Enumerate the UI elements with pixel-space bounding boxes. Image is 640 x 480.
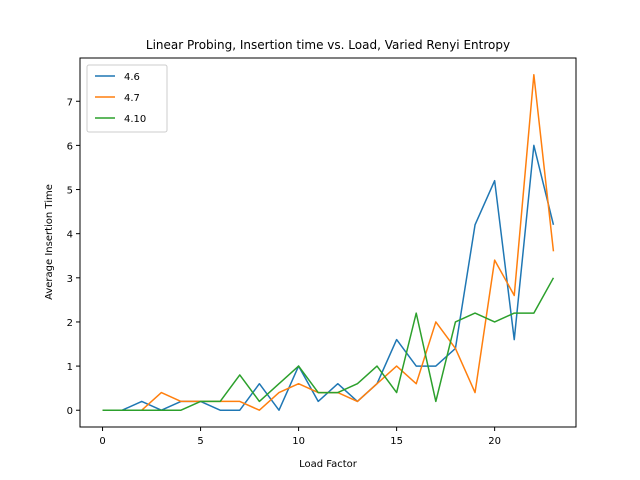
y-tick-label: 1	[67, 362, 73, 373]
x-tick-label: 15	[390, 436, 403, 447]
y-tick-label: 7	[67, 97, 73, 108]
legend-label: 4.10	[124, 114, 146, 125]
series-line-4-7	[102, 74, 555, 411]
plot-area	[102, 74, 555, 411]
legend-box	[86, 64, 168, 133]
y-axis: 0 1 2 3 4 5 6 7	[67, 97, 80, 417]
legend-label: 4.7	[124, 93, 140, 104]
x-tick-label: 20	[488, 436, 501, 447]
y-axis-label: Average Insertion Time	[44, 184, 55, 300]
series-line-4-6	[102, 144, 555, 411]
chart-title: Linear Probing, Insertion time vs. Load,…	[146, 38, 510, 52]
legend: 4.6 4.7 4.10	[86, 64, 168, 133]
y-tick-label: 3	[67, 274, 73, 285]
y-tick-label: 5	[67, 186, 73, 197]
legend-label: 4.6	[124, 72, 140, 83]
x-tick-label: 0	[99, 436, 105, 447]
y-tick-label: 2	[67, 318, 73, 329]
x-tick-label: 10	[292, 436, 305, 447]
series-line-4-10	[102, 277, 555, 411]
y-tick-label: 6	[67, 141, 73, 152]
x-axis-label: Load Factor	[299, 459, 358, 470]
x-tick-label: 5	[197, 436, 203, 447]
x-axis: 0 5 10 15 20	[99, 427, 501, 447]
y-tick-label: 4	[67, 230, 73, 241]
axes-frame	[79, 57, 577, 428]
y-tick-label: 0	[67, 406, 73, 417]
